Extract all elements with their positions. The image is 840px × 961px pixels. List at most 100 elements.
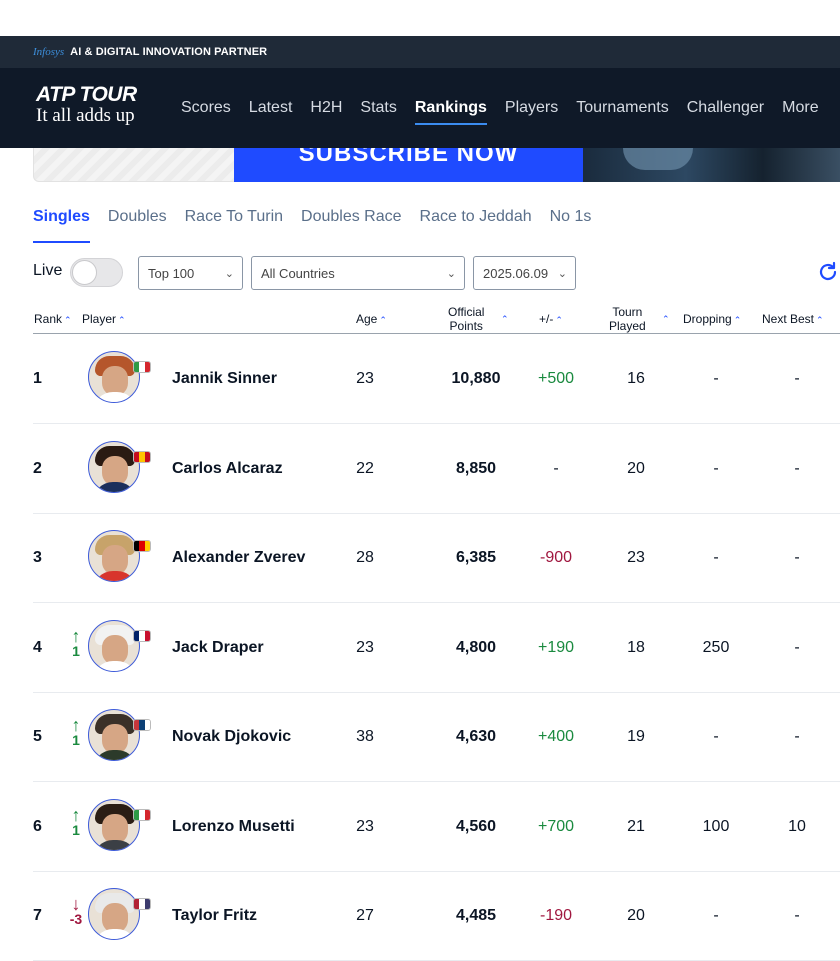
col-rank[interactable]: Rank ⌃ — [34, 312, 72, 326]
sort-up-icon: ⌃ — [379, 315, 387, 325]
next-best-value: - — [794, 638, 800, 656]
points-value[interactable]: 8,850 — [455, 459, 497, 477]
nav-players[interactable]: Players — [504, 99, 559, 116]
points-value[interactable]: 6,385 — [455, 549, 497, 566]
filters-bar: Live Top 100 ⌄ All Countries ⌄ 2025.06.0… — [33, 256, 840, 290]
change-value: +700 — [537, 817, 575, 835]
arrow-up-icon: ↑ — [71, 804, 81, 825]
tab-race-to-jeddah[interactable]: Race to Jeddah — [419, 208, 532, 225]
banner-stripes — [33, 148, 235, 182]
dropping-value: - — [713, 728, 719, 745]
tab-doubles[interactable]: Doubles — [107, 208, 167, 225]
change-value: -900 — [539, 549, 573, 566]
points-value[interactable]: 4,630 — [455, 728, 497, 745]
country-flag-icon — [133, 629, 151, 642]
player-avatar[interactable] — [88, 709, 140, 761]
col-change[interactable]: +/- ⌃ — [539, 312, 563, 326]
country-flag-icon — [133, 898, 151, 910]
player-name[interactable]: Carlos Alcaraz — [172, 459, 283, 477]
tab-race-to-turin[interactable]: Race To Turin — [184, 208, 284, 225]
table-row[interactable]: 3 Alexander Zverev 28 6,385 -900 23 - - — [33, 513, 840, 603]
table-row[interactable]: 1 Jannik Sinner 23 10,880 +500 16 - - — [33, 334, 840, 424]
subscribe-label: SUBSCRIBE NOW — [298, 148, 519, 167]
sort-up-icon: ⌃ — [733, 315, 742, 325]
player-avatar[interactable] — [88, 798, 140, 851]
change-value: -190 — [539, 907, 573, 924]
rank-move-value: 1 — [72, 642, 80, 659]
age-value: 22 — [356, 459, 374, 477]
player-name[interactable]: Jannik Sinner — [172, 370, 277, 387]
banner-photo — [583, 148, 840, 182]
nav-rankings[interactable]: Rankings — [414, 68, 487, 148]
player-name[interactable]: Lorenzo Musetti — [172, 817, 295, 835]
col-age[interactable]: Age ⌃ — [356, 312, 387, 326]
date-value: 2025.06.09 — [483, 266, 549, 281]
nav-latest[interactable]: Latest — [248, 99, 293, 116]
partner-brand: Infosys — [33, 46, 65, 58]
arrow-down-icon: ↓ — [71, 894, 81, 914]
range-value: Top 100 — [148, 266, 195, 281]
table-row[interactable]: 4 ↑ 1 Jack Draper 23 4,800 +190 18 250 - — [33, 603, 840, 693]
chevron-down-icon: ⌄ — [557, 268, 567, 280]
country-flag-icon — [133, 719, 151, 731]
player-avatar[interactable] — [88, 530, 140, 582]
rank-value: 6 — [33, 817, 42, 835]
nav-stats[interactable]: Stats — [360, 99, 397, 116]
refresh-icon[interactable] — [816, 260, 840, 284]
dropping-value: 100 — [702, 817, 730, 835]
player-avatar[interactable] — [88, 440, 140, 493]
points-value[interactable]: 4,485 — [455, 907, 497, 924]
rank-move-value: 1 — [72, 821, 80, 838]
player-avatar[interactable] — [88, 888, 140, 940]
sort-up-icon: ⌃ — [64, 315, 72, 325]
subscribe-banner[interactable]: SUBSCRIBE NOW — [33, 148, 840, 182]
partner-bar: Infosys AI & DIGITAL INNOVATION PARTNER — [0, 36, 840, 68]
chevron-down-icon: ⌄ — [446, 268, 456, 280]
nav-items: Scores Latest H2H Stats Rankings Players Tourn… — [172, 68, 828, 148]
rank-value: 1 — [33, 370, 42, 387]
nav-tournaments[interactable]: Tournaments — [576, 99, 669, 116]
played-value: 20 — [627, 459, 645, 477]
player-name[interactable]: Taylor Fritz — [172, 907, 258, 924]
sort-up-icon[interactable]: ⌃ — [662, 314, 670, 324]
table-row[interactable]: 6 ↑ 1 Lorenzo Musetti 23 4,560 +700 21 100 10 — [33, 782, 840, 872]
points-value[interactable]: 10,880 — [451, 370, 501, 387]
col-next-best[interactable]: Next Best ⌃ — [762, 312, 824, 326]
played-value: 18 — [627, 638, 645, 656]
tab-doubles-race[interactable]: Doubles Race — [301, 208, 402, 225]
tab-no-1s[interactable]: No 1s — [549, 208, 592, 225]
nav-h2h[interactable]: H2H — [310, 99, 343, 116]
country-select[interactable]: All Countries ⌄ — [251, 256, 465, 290]
subscribe-cta[interactable]: SUBSCRIBE NOW — [234, 148, 583, 182]
table-row[interactable]: 7 ↓ -3 Taylor Fritz 27 4,485 -190 20 - - — [33, 871, 840, 961]
col-dropping[interactable]: Dropping ⌃ — [683, 312, 742, 326]
nav-challenger[interactable]: Challenger — [686, 99, 765, 116]
rank-move-up: ↑ 1 — [67, 804, 85, 838]
player-name[interactable]: Alexander Zverev — [172, 549, 306, 566]
rank-move-value: -3 — [69, 911, 83, 927]
range-select[interactable]: Top 100 ⌄ — [138, 256, 243, 290]
col-played[interactable]: Tourn Played — [609, 305, 646, 333]
table-row[interactable]: 5 ↑ 1 Novak Djokovic 38 4,630 +400 19 - - — [33, 692, 840, 782]
player-avatar[interactable] — [88, 619, 140, 672]
sort-up-icon[interactable]: ⌃ — [501, 314, 509, 324]
date-select[interactable]: 2025.06.09 ⌄ — [473, 256, 576, 290]
col-player[interactable]: Player ⌃ — [82, 312, 126, 326]
points-value[interactable]: 4,560 — [455, 817, 497, 835]
nav-more[interactable]: More — [782, 99, 819, 116]
country-value: All Countries — [261, 266, 335, 281]
atp-tour-logo[interactable]: ATP TOUR It all adds up — [36, 84, 160, 128]
live-toggle[interactable] — [70, 258, 123, 287]
ranking-tabs: Singles Doubles Race To Turin Doubles Race R… — [33, 208, 609, 244]
table-row[interactable]: 2 Carlos Alcaraz 22 8,850 - 20 - - — [33, 424, 840, 514]
col-points[interactable]: Official Points — [448, 305, 485, 333]
tab-singles[interactable]: Singles — [33, 208, 90, 244]
player-avatar[interactable] — [88, 351, 140, 403]
age-value: 38 — [356, 728, 374, 745]
nav-scores[interactable]: Scores — [181, 99, 231, 116]
player-name[interactable]: Jack Draper — [172, 638, 264, 656]
player-name[interactable]: Novak Djokovic — [172, 728, 292, 745]
next-best-value: - — [794, 370, 800, 387]
chevron-down-icon: ⌄ — [224, 268, 234, 280]
points-value[interactable]: 4,800 — [455, 638, 497, 656]
